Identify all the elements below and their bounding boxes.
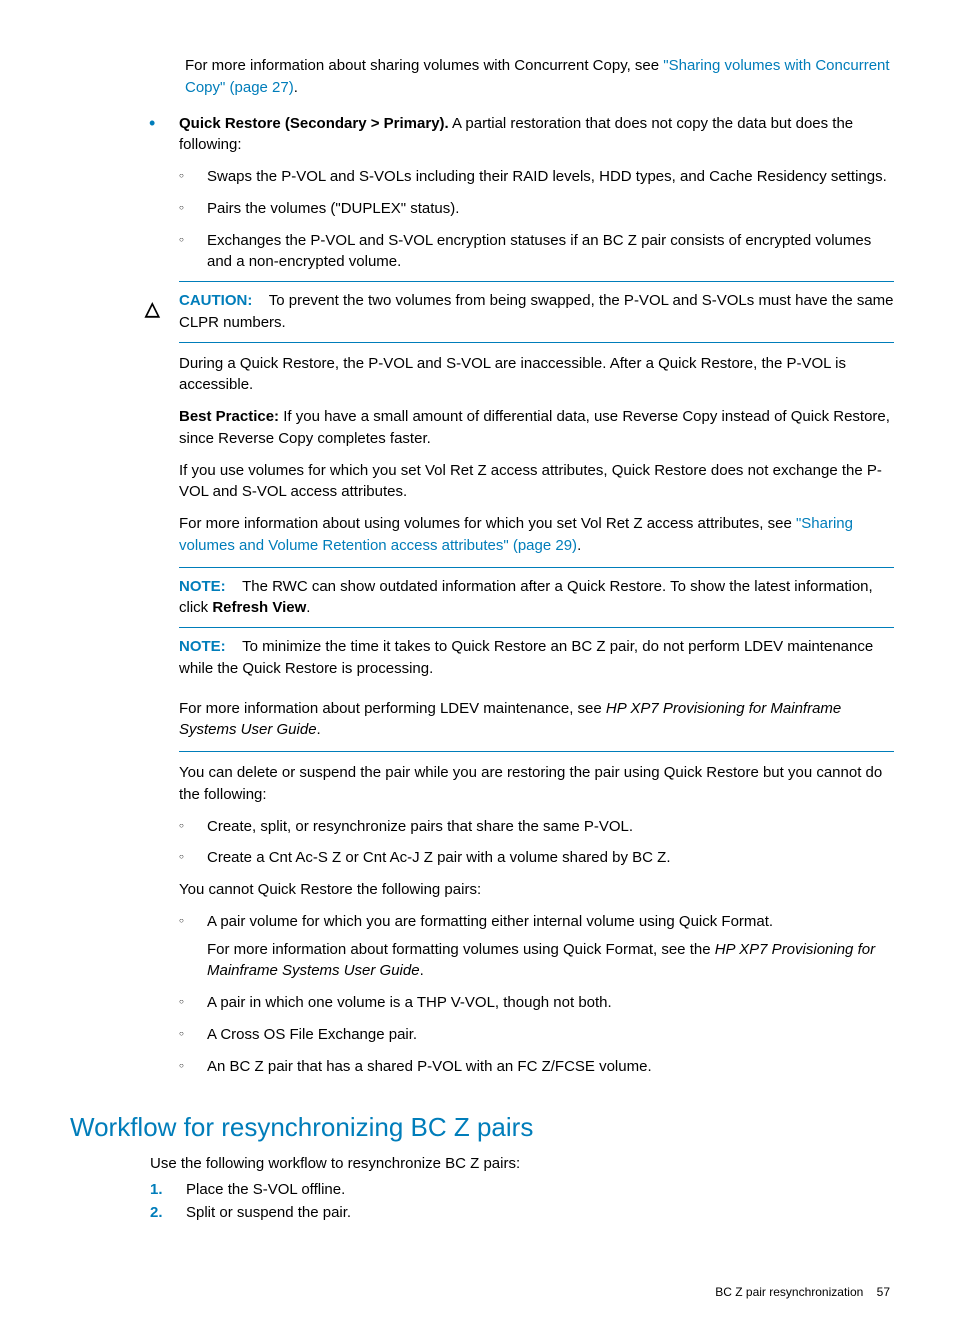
- circle-icon: ○: [179, 816, 207, 838]
- text: Create, split, or resynchronize pairs th…: [207, 816, 894, 838]
- paragraph: For more information about using volumes…: [179, 513, 894, 557]
- best-practice-label: Best Practice:: [179, 408, 279, 425]
- text: For more information about formatting vo…: [207, 941, 715, 958]
- text: Pairs the volumes ("DUPLEX" status).: [207, 198, 894, 220]
- separator: [179, 751, 894, 752]
- intro-paragraph: For more information about sharing volum…: [185, 55, 894, 99]
- text: For more information about performing LD…: [179, 700, 606, 717]
- sub-bullet: ○ An BC Z pair that has a shared P-VOL w…: [179, 1056, 894, 1078]
- text: Split or suspend the pair.: [186, 1202, 351, 1224]
- text: .: [577, 537, 581, 554]
- text: For more information about sharing volum…: [185, 57, 663, 74]
- sub-bullet: ○ Pairs the volumes ("DUPLEX" status).: [179, 198, 894, 220]
- circle-icon: ○: [179, 847, 207, 869]
- note-block: NOTE: The RWC can show outdated informat…: [179, 576, 894, 620]
- quick-restore-title: Quick Restore (Secondary > Primary).: [179, 115, 449, 132]
- step-number: 1.: [150, 1179, 186, 1201]
- text: A Cross OS File Exchange pair.: [207, 1024, 894, 1046]
- sub-bullet: ○ Exchanges the P-VOL and S-VOL encrypti…: [179, 230, 894, 274]
- separator: [179, 567, 894, 568]
- separator: [179, 281, 894, 282]
- sub-bullet: ○ A Cross OS File Exchange pair.: [179, 1024, 894, 1046]
- text: Create a Cnt Ac-S Z or Cnt Ac-J Z pair w…: [207, 847, 894, 869]
- circle-icon: ○: [179, 1024, 207, 1046]
- sub-bullet: ○ Swaps the P-VOL and S-VOLs including t…: [179, 166, 894, 188]
- text: To prevent the two volumes from being sw…: [179, 292, 894, 331]
- workflow-intro: Use the following workflow to resynchron…: [150, 1153, 894, 1175]
- circle-icon: ○: [179, 1056, 207, 1078]
- note-label: NOTE:: [179, 578, 226, 595]
- section-heading-workflow: Workflow for resynchronizing BC Z pairs: [70, 1109, 894, 1147]
- text: A pair volume for which you are formatti…: [207, 913, 773, 930]
- text: To minimize the time it takes to Quick R…: [179, 638, 873, 677]
- note-label: NOTE:: [179, 638, 226, 655]
- paragraph: You can delete or suspend the pair while…: [179, 762, 894, 806]
- text: If you have a small amount of differenti…: [179, 408, 890, 447]
- paragraph: You cannot Quick Restore the following p…: [179, 879, 894, 901]
- note-block: NOTE: To minimize the time it takes to Q…: [179, 636, 894, 680]
- separator: [179, 627, 894, 628]
- circle-icon: ○: [179, 198, 207, 220]
- text: .: [317, 721, 321, 738]
- footer-page-number: 57: [877, 1285, 890, 1299]
- paragraph: During a Quick Restore, the P-VOL and S-…: [179, 353, 894, 397]
- sub-bullet: ○ Create, split, or resynchronize pairs …: [179, 816, 894, 838]
- bullet-quick-restore: • Quick Restore (Secondary > Primary). A…: [149, 113, 894, 1084]
- bullet-icon: •: [149, 113, 179, 1084]
- footer-title: BC Z pair resynchronization: [715, 1285, 863, 1299]
- caution-label: CAUTION:: [179, 292, 252, 309]
- sub-bullet: ○ A pair volume for which you are format…: [179, 911, 894, 982]
- paragraph: For more information about performing LD…: [179, 698, 894, 742]
- separator: [179, 342, 894, 343]
- paragraph: If you use volumes for which you set Vol…: [179, 460, 894, 504]
- step-number: 2.: [150, 1202, 186, 1224]
- text: A pair in which one volume is a THP V-VO…: [207, 992, 894, 1014]
- page-footer: BC Z pair resynchronization 57: [85, 1284, 894, 1301]
- text: .: [294, 79, 298, 96]
- text: Place the S-VOL offline.: [186, 1179, 345, 1201]
- caution-triangle-icon: △: [145, 296, 160, 324]
- circle-icon: ○: [179, 166, 207, 188]
- text: .: [306, 599, 310, 616]
- text: Swaps the P-VOL and S-VOLs including the…: [207, 166, 894, 188]
- text: An BC Z pair that has a shared P-VOL wit…: [207, 1056, 894, 1078]
- sub-bullet: ○ Create a Cnt Ac-S Z or Cnt Ac-J Z pair…: [179, 847, 894, 869]
- refresh-view-bold: Refresh View: [212, 599, 306, 616]
- circle-icon: ○: [179, 911, 207, 982]
- sub-bullet: ○ A pair in which one volume is a THP V-…: [179, 992, 894, 1014]
- ordered-step: 2. Split or suspend the pair.: [150, 1202, 894, 1224]
- caution-block: △ CAUTION: To prevent the two volumes fr…: [179, 290, 894, 334]
- text: .: [420, 962, 424, 979]
- best-practice: Best Practice: If you have a small amoun…: [179, 406, 894, 450]
- text: For more information about using volumes…: [179, 515, 796, 532]
- circle-icon: ○: [179, 230, 207, 274]
- paragraph: For more information about formatting vo…: [207, 939, 894, 983]
- text: Exchanges the P-VOL and S-VOL encryption…: [207, 230, 894, 274]
- ordered-step: 1. Place the S-VOL offline.: [150, 1179, 894, 1201]
- circle-icon: ○: [179, 992, 207, 1014]
